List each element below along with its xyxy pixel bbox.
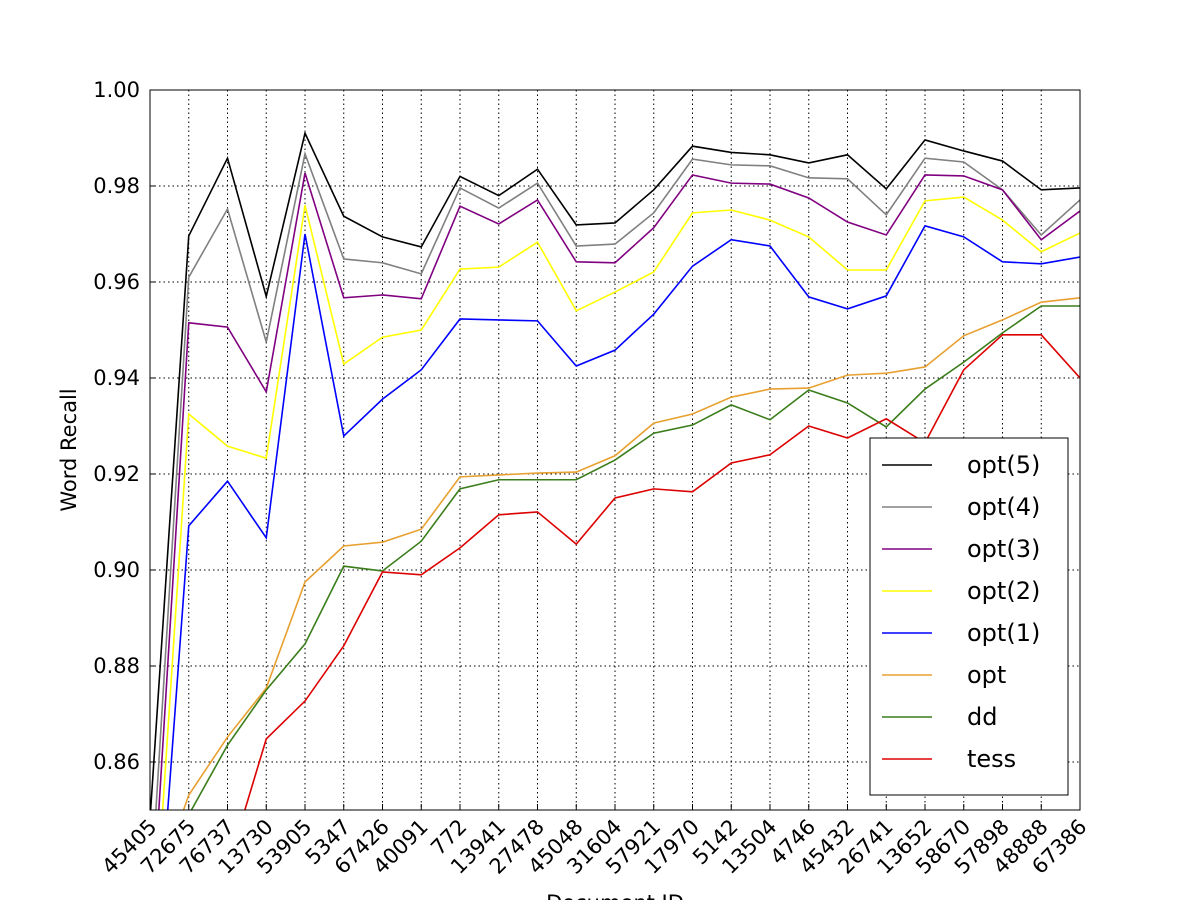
legend-label: opt(4) xyxy=(967,493,1040,521)
y-tick-label: 0.90 xyxy=(93,558,140,582)
y-axis-label: Word Recall xyxy=(57,388,81,511)
legend-label: opt(1) xyxy=(967,619,1040,647)
data-line xyxy=(158,172,1080,810)
legend-label: dd xyxy=(967,703,997,731)
legend-label: opt(3) xyxy=(967,535,1040,563)
y-tick-label: 0.94 xyxy=(93,366,140,390)
y-tick-label: 0.86 xyxy=(93,750,140,774)
y-tick-label: 0.96 xyxy=(93,270,140,294)
legend-label: tess xyxy=(967,745,1016,773)
data-line xyxy=(182,297,1080,810)
y-tick-label: 0.98 xyxy=(93,174,140,198)
data-line xyxy=(150,130,1080,810)
legend-label: opt(2) xyxy=(967,577,1040,605)
data-line xyxy=(166,224,1080,810)
y-tick-label: 0.92 xyxy=(93,462,140,486)
legend-label: opt xyxy=(967,661,1006,689)
y-tick-label: 1.00 xyxy=(93,78,140,102)
legend-label: opt(5) xyxy=(967,451,1040,479)
x-axis-label: Document ID xyxy=(546,891,684,900)
y-tick-label: 0.88 xyxy=(93,654,140,678)
legend-box xyxy=(869,437,1069,796)
plot-frame xyxy=(149,89,1081,811)
data-line xyxy=(161,196,1080,810)
data-line xyxy=(155,150,1080,810)
data-line xyxy=(190,305,1080,810)
